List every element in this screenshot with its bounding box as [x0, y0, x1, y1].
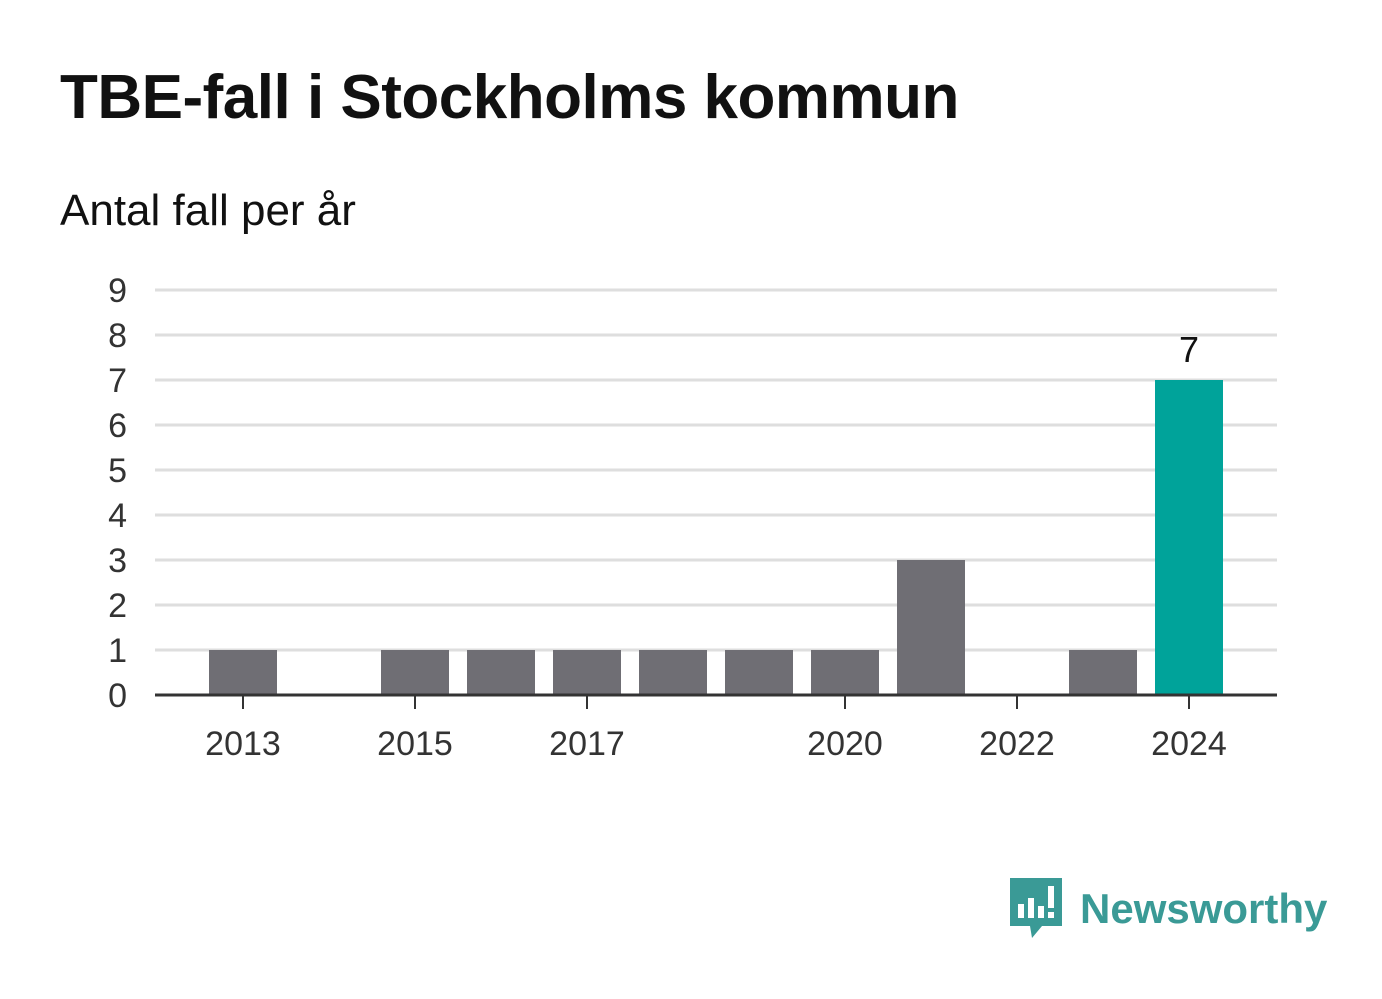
bar-2018: [639, 650, 707, 695]
y-tick-label: 9: [108, 272, 127, 310]
bar-2021: [897, 560, 965, 695]
gridlines: [155, 288, 1277, 652]
brand-name: Newsworthy: [1080, 885, 1328, 932]
x-tick-label: 2013: [205, 725, 281, 763]
labels: 0 1 2 3 4 5 6 7 8 9 2013 2015 2017 2020 2022 2024 7: [108, 272, 1227, 763]
axes: [155, 693, 1277, 709]
bar-2017: [553, 650, 621, 695]
bar-2024: [1155, 380, 1223, 695]
data-label-2024: 7: [1179, 329, 1199, 370]
y-tick-label: 3: [108, 542, 127, 580]
chart-title: TBE-fall i Stockholms kommun: [60, 63, 959, 132]
y-tick-label: 8: [108, 317, 127, 355]
bars: [209, 380, 1223, 695]
bar-2013: [209, 650, 277, 695]
x-tick-label: 2017: [549, 725, 625, 763]
x-tick-label: 2022: [979, 725, 1055, 763]
x-tick-label: 2020: [807, 725, 883, 763]
newsworthy-logo: Newsworthy: [1010, 878, 1327, 940]
chart-subtitle: Antal fall per år: [60, 186, 356, 235]
bar-2015: [381, 650, 449, 695]
x-tick-label: 2024: [1151, 725, 1227, 763]
y-tick-label: 2: [108, 587, 127, 625]
y-tick-label: 6: [108, 407, 127, 445]
bar-2019: [725, 650, 793, 695]
y-tick-label: 7: [108, 362, 127, 400]
y-tick-label: 5: [108, 452, 127, 490]
bar-2023: [1069, 650, 1137, 695]
x-tick-label: 2015: [377, 725, 453, 763]
y-tick-label: 1: [108, 632, 127, 670]
bar-chart-speech-bubble-icon: [1010, 878, 1062, 938]
bar-2020: [811, 650, 879, 695]
y-tick-label: 0: [108, 677, 127, 715]
y-tick-label: 4: [108, 497, 127, 535]
bar-2016: [467, 650, 535, 695]
